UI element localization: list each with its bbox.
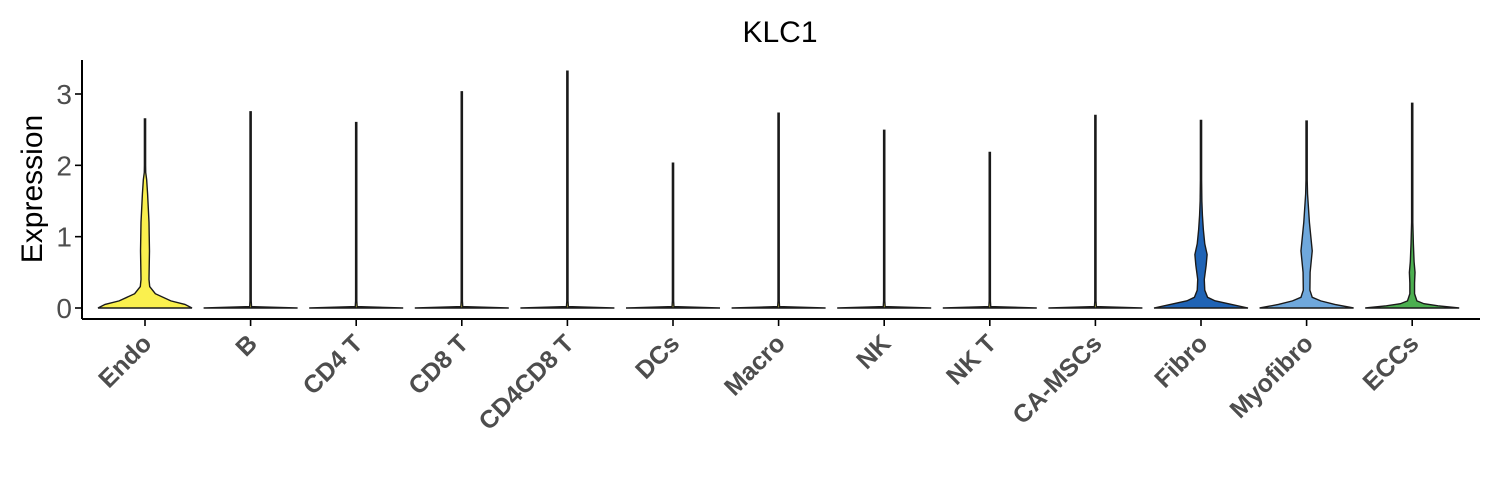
y-axis-label: Expression [16, 115, 49, 263]
x-tick-label: CD4CD8 T [473, 329, 579, 435]
x-tick-label: CD8 T [403, 329, 474, 400]
violin-fibro [1153, 119, 1249, 309]
x-tick-label: NK T [941, 329, 1002, 390]
x-tick-label: Fibro [1149, 329, 1213, 393]
violin-dcs [625, 162, 721, 309]
y-tick-label: 1 [56, 222, 72, 253]
x-tick-label: Endo [93, 329, 157, 393]
violin-b [203, 111, 298, 309]
violin-cd8-t [414, 91, 509, 309]
violin-myofibro [1259, 120, 1354, 309]
x-tick-label: Myofibro [1224, 329, 1318, 423]
x-tick-label: Macro [719, 329, 791, 401]
violins-layer [97, 70, 1460, 309]
x-tick-label: ECCs [1357, 329, 1424, 396]
violin-cd4cd8-t [520, 70, 615, 309]
chart-title: KLC1 [742, 16, 817, 49]
y-tick-label: 0 [56, 293, 72, 324]
y-tick-label: 2 [56, 150, 72, 181]
violin-ca-mscs [1048, 114, 1143, 309]
violin-endo [97, 118, 193, 309]
violin-cd4-t [309, 121, 404, 309]
violin-nk-t [942, 151, 1037, 309]
violin-nk [837, 129, 932, 309]
violin-eccs [1365, 102, 1460, 309]
x-axis: Endo B CD4 T CD8 T CD4CD8 T DCs Macro NK NK T CA-… [82, 318, 1480, 436]
x-tick-label: CA-MSCs [1007, 329, 1107, 429]
x-tick-label: B [230, 329, 263, 362]
x-tick-label: DCs [630, 329, 685, 384]
violin-macro [731, 112, 826, 309]
x-tick-label: CD4 T [298, 329, 369, 400]
y-axis: 0 1 2 3 [56, 60, 83, 324]
x-tick-label: NK [851, 329, 896, 374]
y-tick-label: 3 [56, 79, 72, 110]
